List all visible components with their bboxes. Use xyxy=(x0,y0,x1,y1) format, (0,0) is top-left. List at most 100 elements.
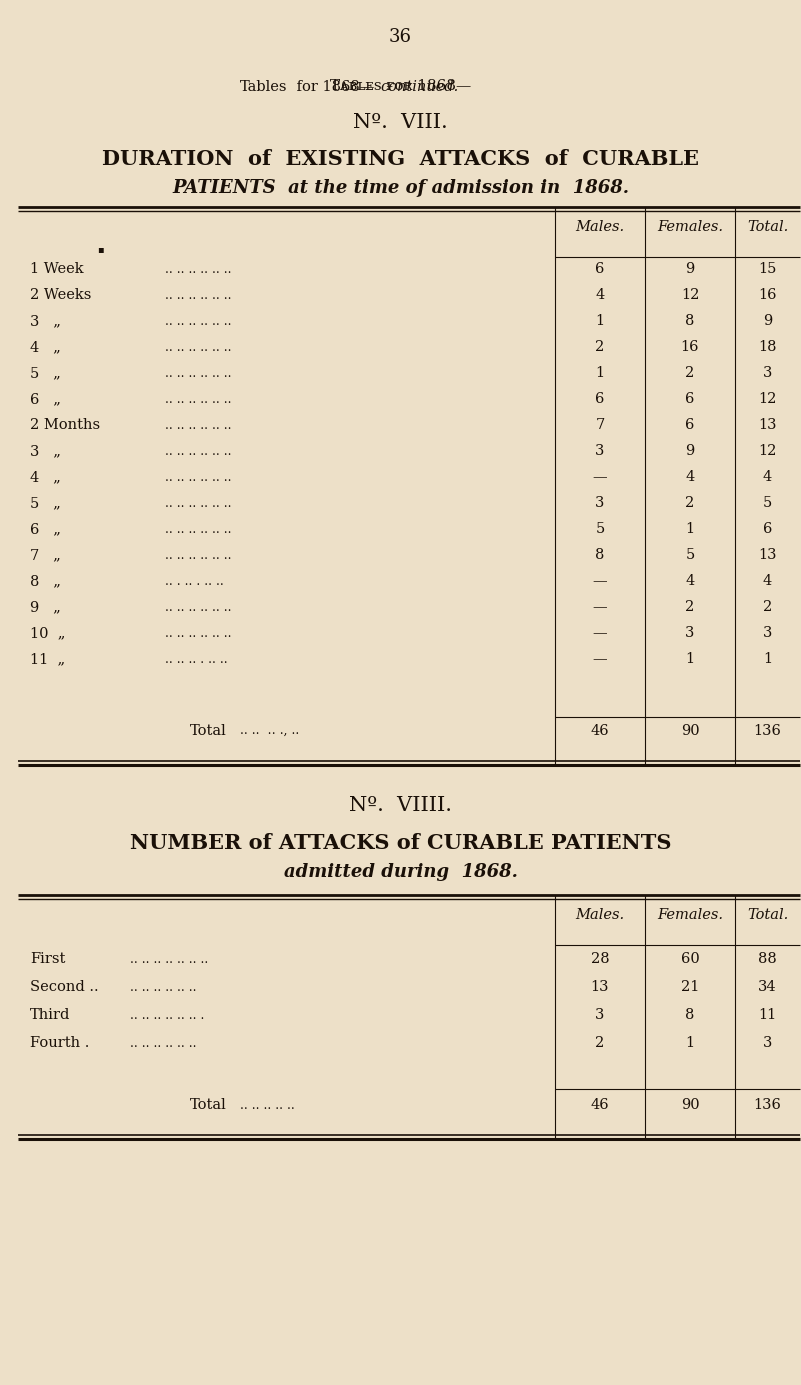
Text: 11: 11 xyxy=(759,1008,777,1022)
Text: .. .. .. .. .. ..: .. .. .. .. .. .. xyxy=(165,367,231,379)
Text: NUMBER of ATTACKS of CURABLE PATIENTS: NUMBER of ATTACKS of CURABLE PATIENTS xyxy=(130,832,671,853)
Text: 9: 9 xyxy=(686,445,694,458)
Text: 28: 28 xyxy=(590,951,610,965)
Text: 90: 90 xyxy=(681,724,699,738)
Text: 12: 12 xyxy=(759,445,777,458)
Text: 1: 1 xyxy=(686,522,694,536)
Text: 5: 5 xyxy=(763,496,772,510)
Text: for 1868—: for 1868— xyxy=(292,80,374,94)
Text: Total: Total xyxy=(190,1098,227,1112)
Text: 21: 21 xyxy=(681,981,699,994)
Text: 136: 136 xyxy=(754,724,782,738)
Text: 5   „: 5 „ xyxy=(30,496,61,510)
Text: .. .. .. .. .. ..: .. .. .. .. .. .. xyxy=(165,314,231,328)
Text: 13: 13 xyxy=(759,548,777,562)
Text: .. .. .. .. .. ..: .. .. .. .. .. .. xyxy=(165,548,231,562)
Text: 6: 6 xyxy=(686,392,694,406)
Text: Nº.  VIII.: Nº. VIII. xyxy=(353,114,448,132)
Text: First: First xyxy=(30,951,66,965)
Text: Tᴀʙʟᴇs ғᴏʀ 1868—: Tᴀʙʟᴇs ғᴏʀ 1868— xyxy=(330,79,471,93)
Text: 13: 13 xyxy=(591,981,610,994)
Text: 3: 3 xyxy=(595,445,605,458)
Text: .. .. .. .. .. ..: .. .. .. .. .. .. xyxy=(165,445,231,458)
Text: Males.: Males. xyxy=(575,909,625,922)
Text: 3   „: 3 „ xyxy=(30,314,61,328)
Text: 7   „: 7 „ xyxy=(30,548,61,562)
Text: 4   „: 4 „ xyxy=(30,470,61,483)
Text: 3: 3 xyxy=(686,626,694,640)
Text: .. .. .. .. .. .. .: .. .. .. .. .. .. . xyxy=(130,1010,204,1022)
Text: Fourth .: Fourth . xyxy=(30,1036,90,1050)
Text: 1: 1 xyxy=(686,652,694,666)
Text: 1: 1 xyxy=(686,1036,694,1050)
Text: 15: 15 xyxy=(759,262,777,276)
Text: 60: 60 xyxy=(681,951,699,965)
Text: admitted during  1868.: admitted during 1868. xyxy=(284,863,517,881)
Text: 5   „: 5 „ xyxy=(30,366,61,379)
Text: 136: 136 xyxy=(754,1098,782,1112)
Text: 12: 12 xyxy=(759,392,777,406)
Text: —: — xyxy=(593,600,607,614)
Text: —: — xyxy=(593,652,607,666)
Text: .. .. .. .. ..: .. .. .. .. .. xyxy=(240,1100,295,1112)
Text: 10  „: 10 „ xyxy=(30,626,66,640)
Text: 9   „: 9 „ xyxy=(30,600,61,614)
Text: 1: 1 xyxy=(595,366,605,379)
Text: 34: 34 xyxy=(759,981,777,994)
Text: 6: 6 xyxy=(595,262,605,276)
Text: 4: 4 xyxy=(763,470,772,483)
Text: 4   „: 4 „ xyxy=(30,339,61,355)
Text: 36: 36 xyxy=(389,28,412,46)
Text: 8: 8 xyxy=(595,548,605,562)
Text: 9: 9 xyxy=(686,262,694,276)
Text: —: — xyxy=(593,573,607,589)
Text: 8: 8 xyxy=(686,1008,694,1022)
Text: .. .. .. .. .. ..: .. .. .. .. .. .. xyxy=(165,524,231,536)
Text: Females.: Females. xyxy=(657,909,723,922)
Text: Tables: Tables xyxy=(240,80,288,94)
Text: 6: 6 xyxy=(686,418,694,432)
Text: 3: 3 xyxy=(763,626,772,640)
Text: .. .. .. . .. ..: .. .. .. . .. .. xyxy=(165,652,227,666)
Text: Second ..: Second .. xyxy=(30,981,99,994)
Text: 12: 12 xyxy=(681,288,699,302)
Text: Third: Third xyxy=(30,1008,70,1022)
Text: —: — xyxy=(593,626,607,640)
Text: 13: 13 xyxy=(759,418,777,432)
Text: 2: 2 xyxy=(595,339,605,355)
Text: 16: 16 xyxy=(681,339,699,355)
Text: .. .. .. .. .. ..: .. .. .. .. .. .. xyxy=(165,471,231,483)
Text: 1: 1 xyxy=(595,314,605,328)
Text: .. .. .. .. .. ..: .. .. .. .. .. .. xyxy=(165,393,231,406)
Text: 3: 3 xyxy=(595,1008,605,1022)
Text: .. .. .. .. .. ..: .. .. .. .. .. .. xyxy=(130,1037,196,1050)
Text: 2: 2 xyxy=(686,366,694,379)
Text: 6   „: 6 „ xyxy=(30,392,61,406)
Text: .. .. .. .. .. ..: .. .. .. .. .. .. xyxy=(165,341,231,355)
Text: 3: 3 xyxy=(763,1036,772,1050)
Text: 46: 46 xyxy=(590,1098,610,1112)
Text: .. .. .. .. .. ..: .. .. .. .. .. .. xyxy=(130,981,196,994)
Text: 2 Weeks: 2 Weeks xyxy=(30,288,91,302)
Text: Females.: Females. xyxy=(657,220,723,234)
Text: 5: 5 xyxy=(595,522,605,536)
Text: 4: 4 xyxy=(686,573,694,589)
Text: .. . .. . .. ..: .. . .. . .. .. xyxy=(165,575,223,589)
Text: 6: 6 xyxy=(595,392,605,406)
Text: Males.: Males. xyxy=(575,220,625,234)
Text: 8: 8 xyxy=(686,314,694,328)
Text: .. .. .. .. .. ..: .. .. .. .. .. .. xyxy=(165,497,231,510)
Text: 9: 9 xyxy=(763,314,772,328)
Text: .. .. .. .. .. ..: .. .. .. .. .. .. xyxy=(165,627,231,640)
Text: 4: 4 xyxy=(686,470,694,483)
Text: 5: 5 xyxy=(686,548,694,562)
Text: 16: 16 xyxy=(759,288,777,302)
Text: DURATION  of  EXISTING  ATTACKS  of  CURABLE: DURATION of EXISTING ATTACKS of CURABLE xyxy=(102,150,699,169)
Text: continued.: continued. xyxy=(380,80,458,94)
Text: 2 Months: 2 Months xyxy=(30,418,100,432)
Text: Total: Total xyxy=(190,724,227,738)
Text: 2: 2 xyxy=(686,496,694,510)
Text: .. .. .. .. .. .. ..: .. .. .. .. .. .. .. xyxy=(130,953,208,965)
Text: 3: 3 xyxy=(763,366,772,379)
Text: Total.: Total. xyxy=(747,909,788,922)
